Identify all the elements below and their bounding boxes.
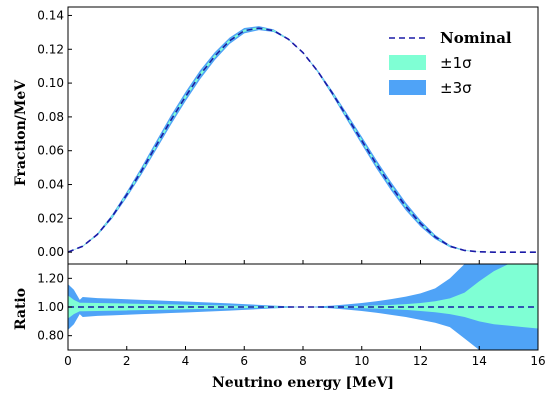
x-tick-label: 0 [64,354,72,368]
ratio-y-tick-label: 0.80 [37,329,64,343]
ratio-y-axis-label: Ratio [13,288,29,330]
main-band-3sigma [68,26,538,253]
main-y-tick-label: 0.02 [37,211,64,225]
ratio-axis-ticks: 0.80 1.00 1.20 0 2 4 6 8 10 12 14 16 [37,271,545,368]
main-axis-ticks: 0.00 0.02 0.04 0.06 0.08 0.10 0.12 0.14 [37,8,539,264]
legend-swatch-3sigma [389,80,426,95]
x-tick-label: 2 [123,354,131,368]
main-uncertainty-bands [68,26,538,253]
main-nominal-line [67,27,538,253]
ratio-panel: 0.80 1.00 1.20 0 2 4 6 8 10 12 14 16 Ratio Neutrino… [13,263,546,391]
main-y-tick-label: 0.08 [37,110,64,124]
legend-label: ±3σ [440,79,472,97]
main-y-tick-label: 0.12 [37,42,64,56]
x-tick-label: 16 [530,354,545,368]
main-y-axis-label: Fraction/MeV [13,79,29,186]
ratio-y-tick-label: 1.20 [37,271,64,285]
x-tick-label: 14 [472,354,487,368]
x-tick-label: 8 [299,354,307,368]
legend-swatch-1sigma [389,55,426,70]
x-tick-label: 10 [354,354,369,368]
legend-label: Nominal [440,29,512,47]
x-tick-label: 4 [182,354,190,368]
main-nominal-curve [67,27,538,253]
ratio-band-1sigma [68,264,538,329]
main-y-tick-label: 0.00 [37,245,64,259]
x-axis-label: Neutrino energy [MeV] [212,375,394,391]
legend-label: ±1σ [440,54,472,72]
ratio-y-tick-label: 1.00 [37,300,64,314]
main-y-tick-label: 0.14 [37,8,64,22]
x-tick-label: 6 [240,354,248,368]
main-panel: 0.00 0.02 0.04 0.06 0.08 0.10 0.12 0.14 Fractio… [13,6,539,265]
main-y-tick-label: 0.04 [37,178,64,192]
legend: Nominal ±1σ ±3σ [389,29,512,97]
main-y-tick-label: 0.06 [37,144,64,158]
main-y-tick-label: 0.10 [37,76,64,90]
x-tick-label: 12 [413,354,428,368]
